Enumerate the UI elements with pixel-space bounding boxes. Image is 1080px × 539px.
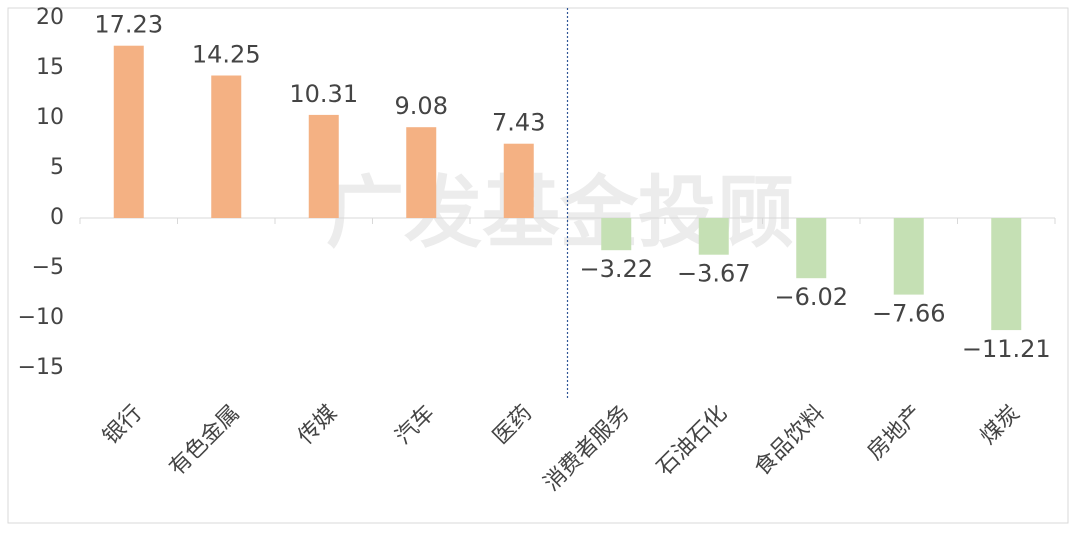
y-tick-label: 15: [36, 55, 64, 80]
value-label: −11.21: [962, 335, 1051, 363]
value-label: −7.66: [872, 300, 946, 328]
y-tick-label: 10: [36, 105, 64, 130]
bar: [796, 218, 827, 279]
y-tick-label: −5: [32, 255, 64, 280]
y-tick-label: 0: [50, 205, 64, 230]
bar: [406, 127, 437, 218]
value-label: 17.23: [94, 11, 163, 39]
chart-frame: [7, 7, 1069, 524]
bar: [113, 45, 144, 219]
bar: [698, 218, 729, 255]
bar: [308, 114, 339, 218]
bar: [503, 143, 534, 218]
value-label: −3.22: [579, 255, 653, 283]
bar: [991, 218, 1022, 331]
bar: [893, 218, 924, 295]
bar: [211, 75, 242, 218]
value-label: 14.25: [192, 41, 261, 69]
y-tick-label: −10: [18, 305, 64, 330]
value-label: −3.67: [677, 260, 751, 288]
y-tick-label: 5: [50, 155, 64, 180]
value-label: 9.08: [395, 92, 448, 120]
value-label: 7.43: [492, 109, 545, 137]
value-label: 10.31: [289, 80, 358, 108]
y-tick-label: −15: [18, 355, 64, 380]
y-tick-label: 20: [36, 5, 64, 30]
value-label: −6.02: [774, 283, 848, 311]
bar: [601, 218, 632, 251]
